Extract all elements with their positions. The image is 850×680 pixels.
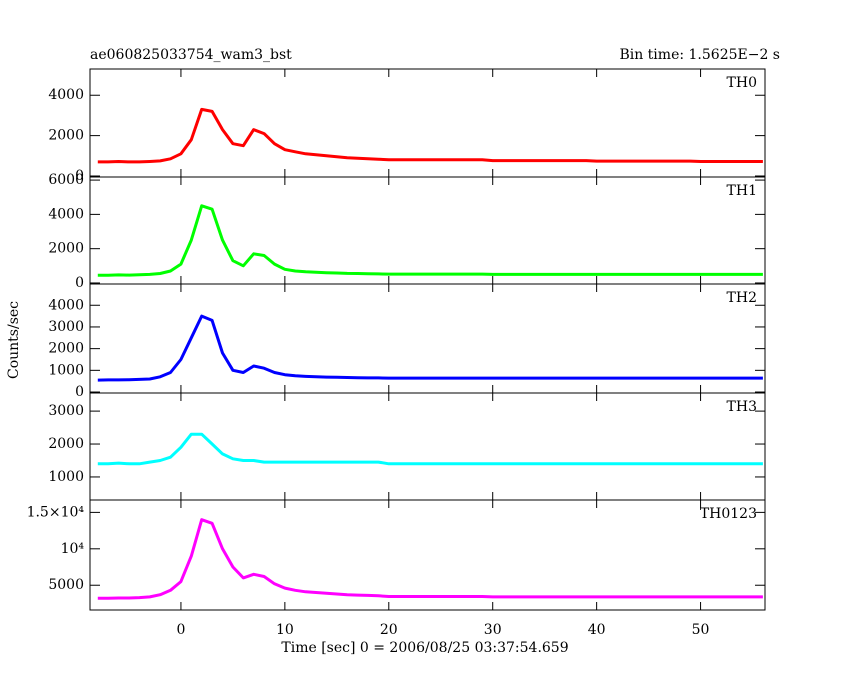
y-tick-label: 0 [75,275,84,291]
x-axis-label: Time [sec] 0 = 2006/08/25 03:37:54.659 [281,640,568,656]
light-curve [97,204,763,277]
y-tick-label: 2000 [48,241,84,257]
x-tick-label: 50 [692,622,710,638]
panel-label: TH3 [727,399,757,415]
y-tick-label: 2000 [48,436,84,452]
y-tick-label: 4000 [48,206,84,222]
y-tick-label: 0 [75,384,84,400]
light-curve [97,518,763,600]
x-tick-label: 20 [380,622,398,638]
panel-label: TH0 [727,75,757,91]
y-tick-label: 4000 [48,87,84,103]
y-tick-label: 6000 [48,172,84,188]
panel-label: TH0123 [700,506,757,522]
y-tick-label: 1000 [48,469,84,485]
chart-title: ae060825033754_wam3_bst [90,47,292,63]
y-tick-label: 1000 [48,362,84,378]
y-tick-label: 2000 [48,128,84,144]
y-axis-label: Counts/sec [6,301,22,379]
x-tick-label: 30 [484,622,502,638]
panel-frame [89,176,766,285]
panel-label: TH2 [727,290,757,306]
panel-frame [89,499,766,611]
x-tick-label: 10 [276,622,294,638]
y-tick-label: 2000 [48,341,84,357]
y-tick-label: 3000 [48,319,84,335]
chart-subtitle: Bin time: 1.5625E−2 s [619,47,780,63]
x-tick-label: 40 [588,622,606,638]
y-tick-label: 10⁴ [61,541,85,557]
y-tick-label: 1.5×10⁴ [27,504,85,520]
y-tick-label: 4000 [48,297,84,313]
y-tick-label: 5000 [48,577,84,593]
y-tick-label: 3000 [48,403,84,419]
light-curve [97,432,763,466]
panel-frame [89,392,766,501]
light-curve [97,314,763,382]
panel-label: TH1 [727,183,757,199]
y-tick-label: 0 [75,168,84,184]
x-tick-label: 0 [176,622,185,638]
light-curve [97,107,763,164]
